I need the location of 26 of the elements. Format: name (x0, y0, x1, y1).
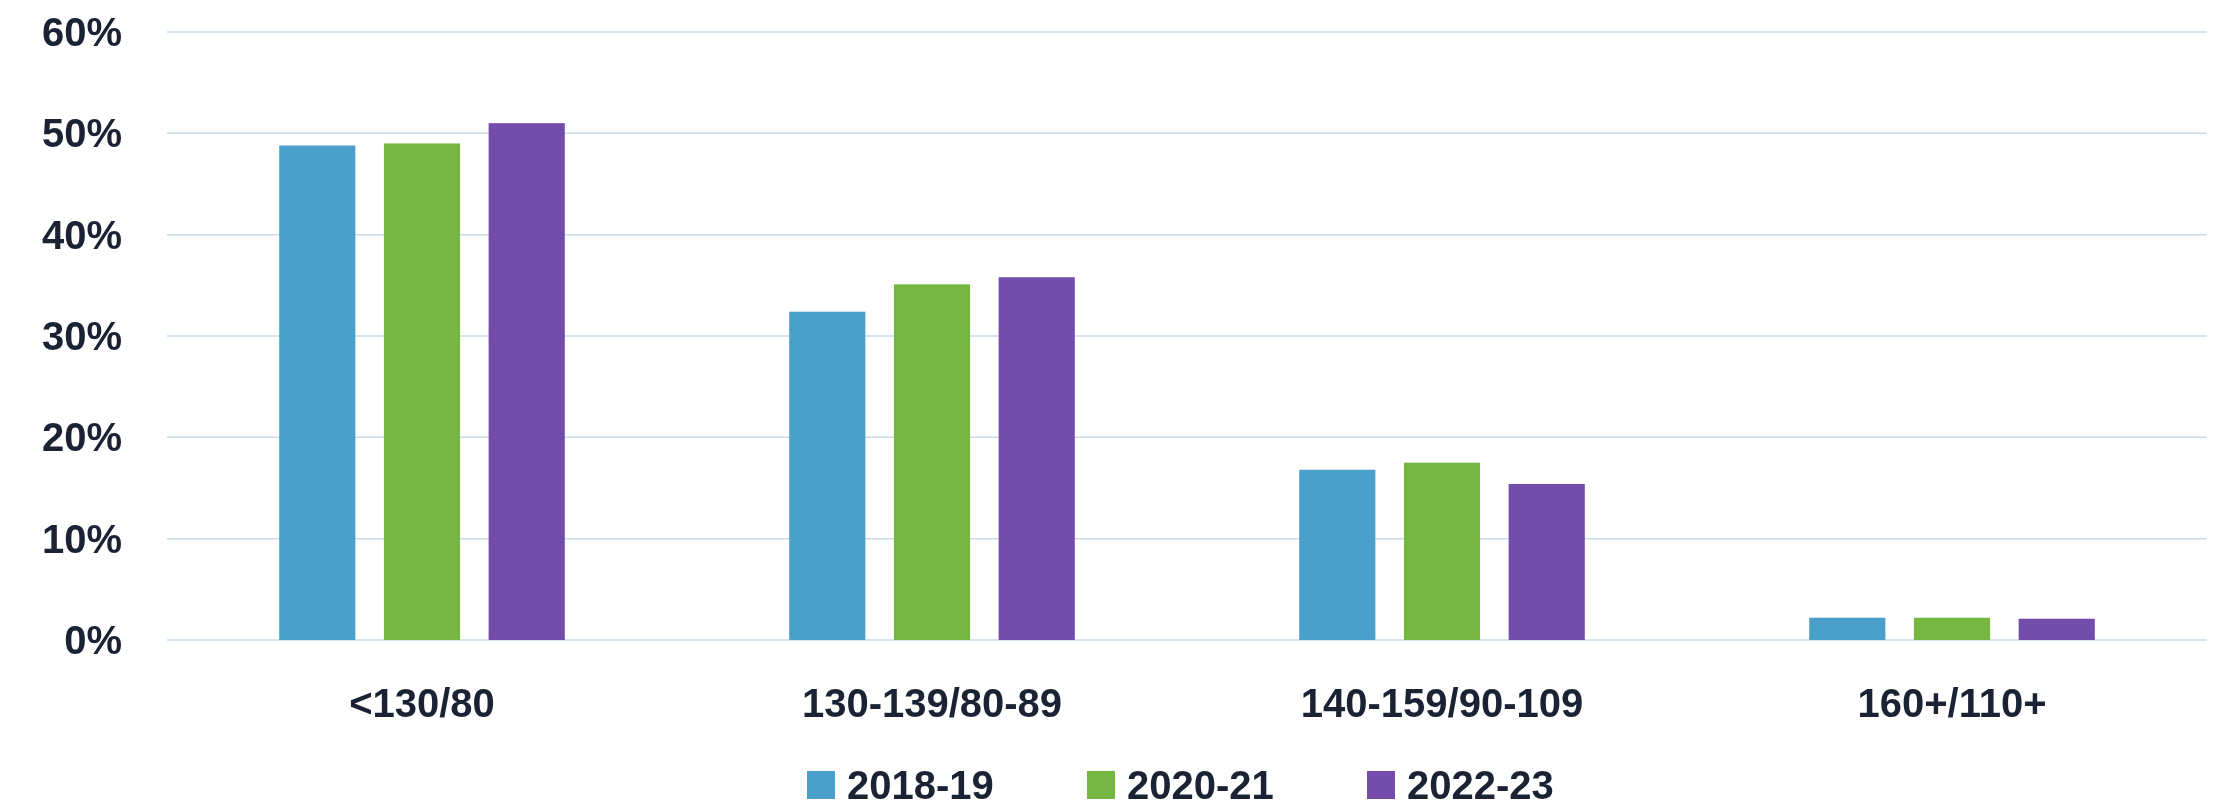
x-tick-label: 130-139/80-89 (801, 681, 1063, 725)
y-tick-label: 60% (41, 10, 122, 54)
y-tick-label: 20% (41, 415, 122, 460)
bar (1508, 483, 1585, 640)
bar (2018, 618, 2095, 640)
y-tick-label: 0% (64, 618, 122, 662)
y-tick-label: 10% (41, 516, 122, 561)
y-tick-label: 40% (41, 212, 122, 257)
y-tick-label: 50% (41, 111, 122, 156)
bar (383, 143, 461, 640)
bar (789, 311, 866, 640)
bar (279, 145, 356, 640)
legend-label: 2018-19 (847, 763, 994, 807)
y-tick-label: 30% (41, 314, 122, 358)
legend-label: 2022-23 (1407, 763, 1554, 807)
bar (998, 277, 1075, 640)
x-tick-label: 160+/110+ (1857, 681, 2047, 725)
legend-label: 2020-21 (1127, 763, 1274, 807)
bar (893, 284, 971, 640)
bar (1299, 469, 1376, 640)
x-tick-label: <130/80 (349, 681, 495, 725)
bar (488, 123, 565, 640)
bar (1913, 617, 1991, 640)
x-tick-label: 140-159/90-109 (1300, 681, 1584, 725)
bar (1403, 462, 1481, 640)
bar (1809, 617, 1886, 640)
